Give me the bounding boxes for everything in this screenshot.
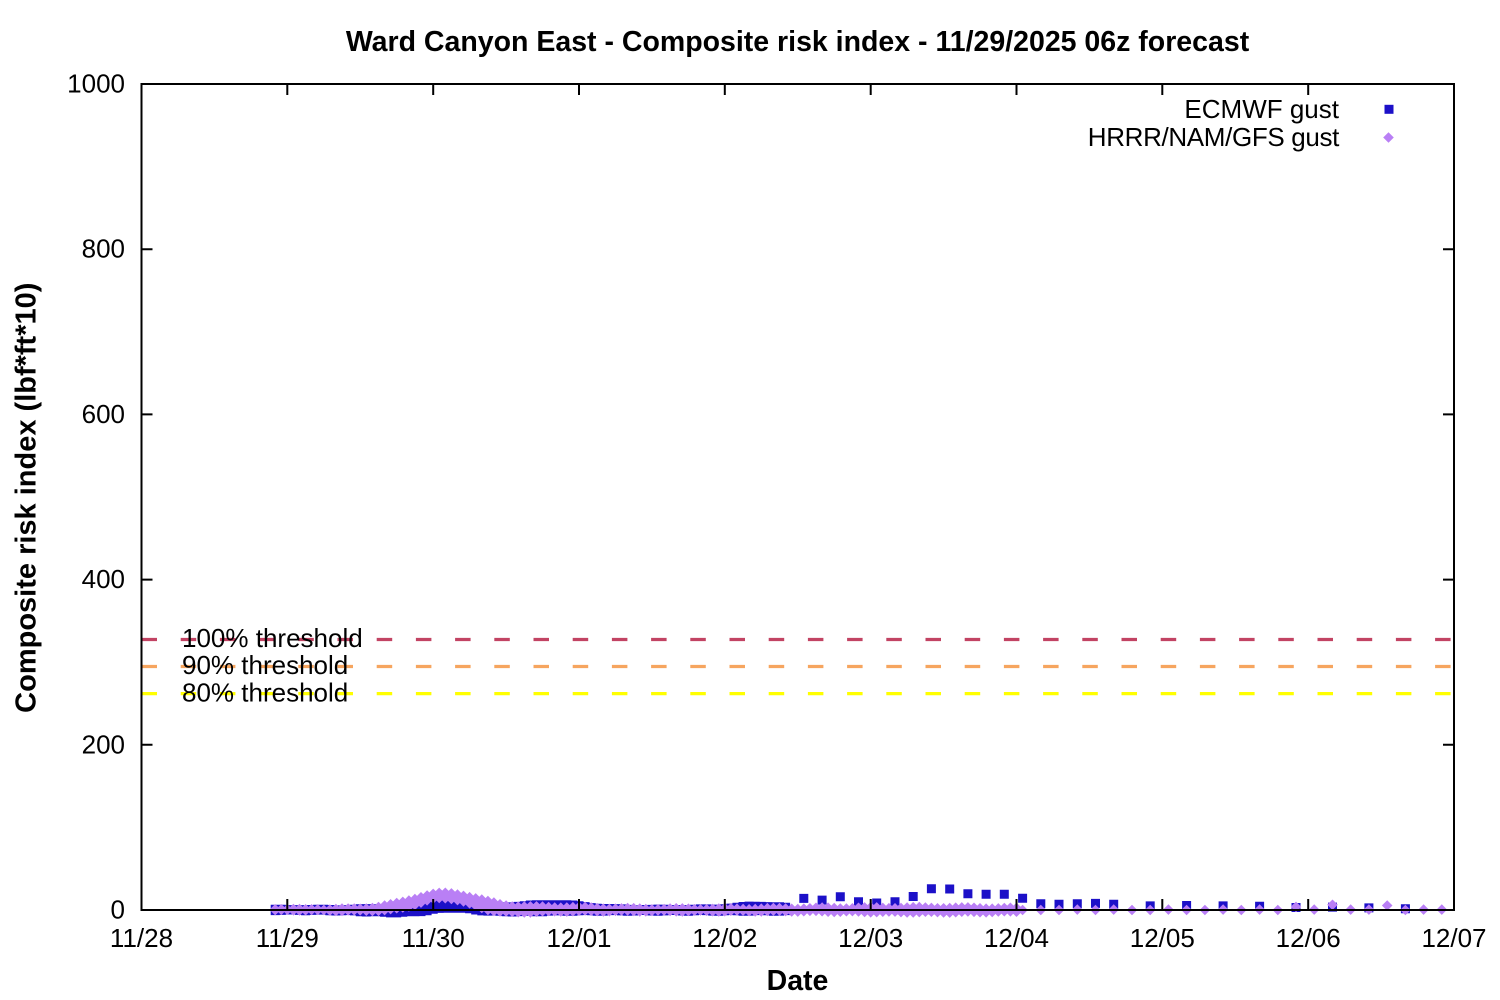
svg-text:11/29: 11/29 — [256, 923, 319, 953]
svg-text:12/04: 12/04 — [984, 923, 1049, 953]
svg-text:12/06: 12/06 — [1276, 923, 1341, 953]
svg-text:0: 0 — [111, 895, 125, 925]
svg-text:Date: Date — [767, 965, 829, 997]
svg-text:ECMWF gust: ECMWF gust — [1184, 94, 1339, 124]
svg-text:600: 600 — [82, 399, 125, 429]
svg-text:12/05: 12/05 — [1130, 923, 1195, 953]
svg-text:11/30: 11/30 — [402, 923, 465, 953]
svg-text:11/28: 11/28 — [110, 923, 173, 953]
svg-text:80% threshold: 80% threshold — [182, 677, 348, 707]
svg-text:Ward Canyon East - Composite r: Ward Canyon East - Composite risk index … — [346, 26, 1250, 58]
svg-text:12/03: 12/03 — [838, 923, 903, 953]
svg-text:12/07: 12/07 — [1421, 923, 1486, 953]
svg-text:12/02: 12/02 — [692, 923, 757, 953]
svg-text:100% threshold: 100% threshold — [182, 623, 363, 653]
svg-text:Composite risk index (lbf*ft*1: Composite risk index (lbf*ft*10) — [11, 283, 43, 713]
svg-text:12/01: 12/01 — [546, 923, 611, 953]
svg-text:400: 400 — [82, 564, 125, 594]
svg-text:HRRR/NAM/GFS gust: HRRR/NAM/GFS gust — [1088, 122, 1340, 152]
svg-text:800: 800 — [82, 234, 125, 264]
svg-text:200: 200 — [82, 729, 125, 759]
svg-text:1000: 1000 — [67, 69, 125, 99]
svg-text:90% threshold: 90% threshold — [182, 650, 348, 680]
